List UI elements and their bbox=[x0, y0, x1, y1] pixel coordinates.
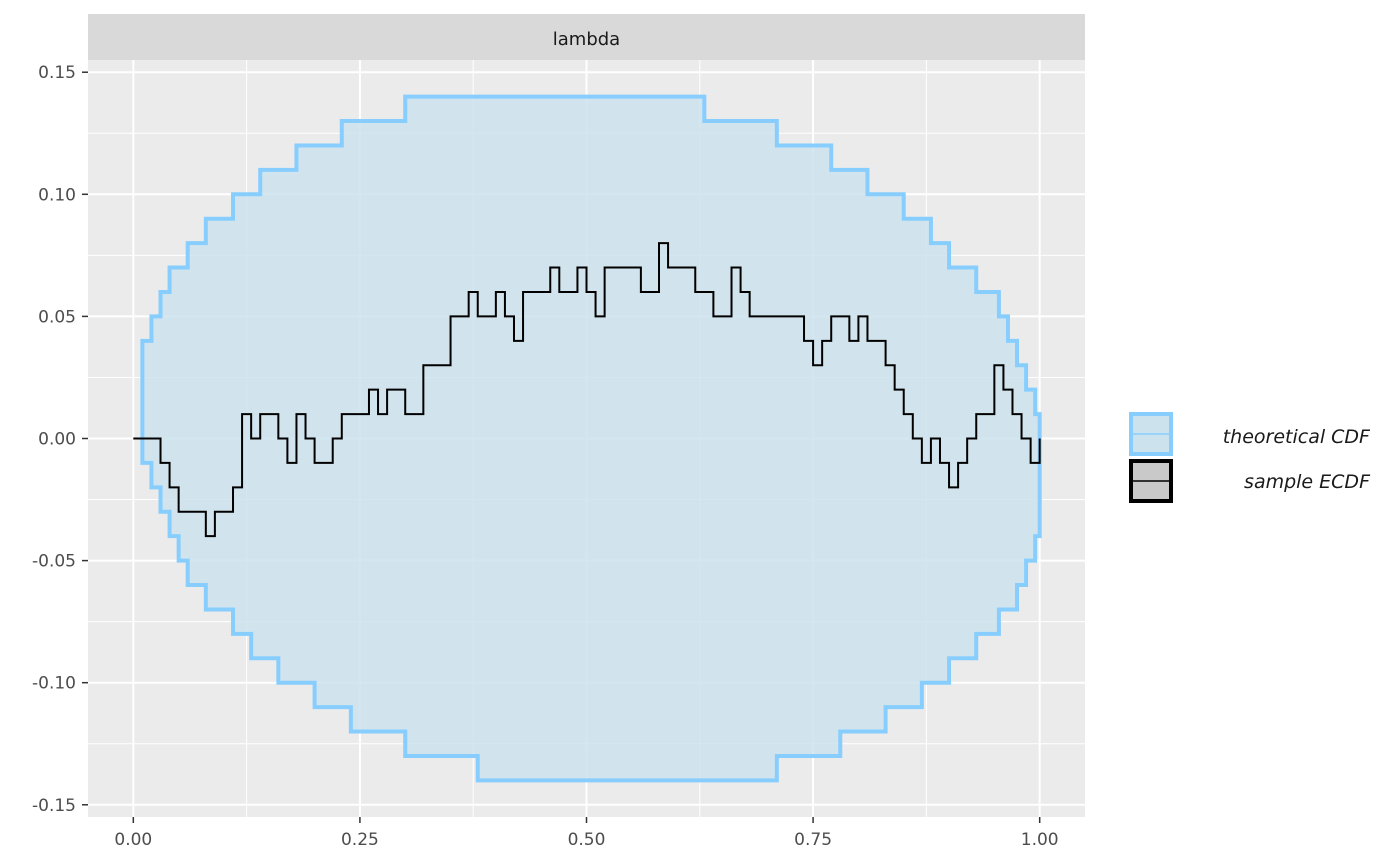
y-tick-label: 0.15 bbox=[38, 63, 76, 83]
band-fill bbox=[142, 96, 1040, 781]
sample-ecdf-line bbox=[133, 242, 1041, 538]
theoretical-cdf-band bbox=[140, 94, 1042, 783]
sample-ecdf-layer bbox=[133, 242, 1041, 538]
y-tick-label: -0.10 bbox=[32, 674, 76, 694]
x-tick-label: 0.25 bbox=[341, 830, 379, 850]
x-tick-label: 0.75 bbox=[794, 830, 832, 850]
y-tick-label: -0.05 bbox=[32, 552, 76, 572]
legend-label-sample-ecdf: sample ECDF bbox=[1244, 471, 1371, 493]
x-tick-label: 0.50 bbox=[568, 830, 606, 850]
strip-background bbox=[88, 14, 1085, 60]
band-upper-line bbox=[140, 94, 1042, 439]
y-tick-label: 0.00 bbox=[38, 430, 76, 450]
legend: theoretical CDF sample ECDF bbox=[1129, 412, 1371, 503]
y-tick-label: 0.05 bbox=[38, 307, 76, 327]
axes: 0.00 0.25 0.50 0.75 1.00 -0.15 -0.10 -0.05 0.00 0… bbox=[32, 63, 1059, 850]
x-tick-label: 1.00 bbox=[1021, 830, 1059, 850]
x-tick-label: 0.00 bbox=[114, 830, 152, 850]
y-tick-label: -0.15 bbox=[32, 796, 76, 816]
legend-label-theoretical-cdf: theoretical CDF bbox=[1223, 426, 1371, 448]
y-tick-label: 0.10 bbox=[38, 185, 76, 205]
facet-strip-label: lambda bbox=[553, 29, 620, 50]
band-lower-line bbox=[140, 438, 1042, 783]
